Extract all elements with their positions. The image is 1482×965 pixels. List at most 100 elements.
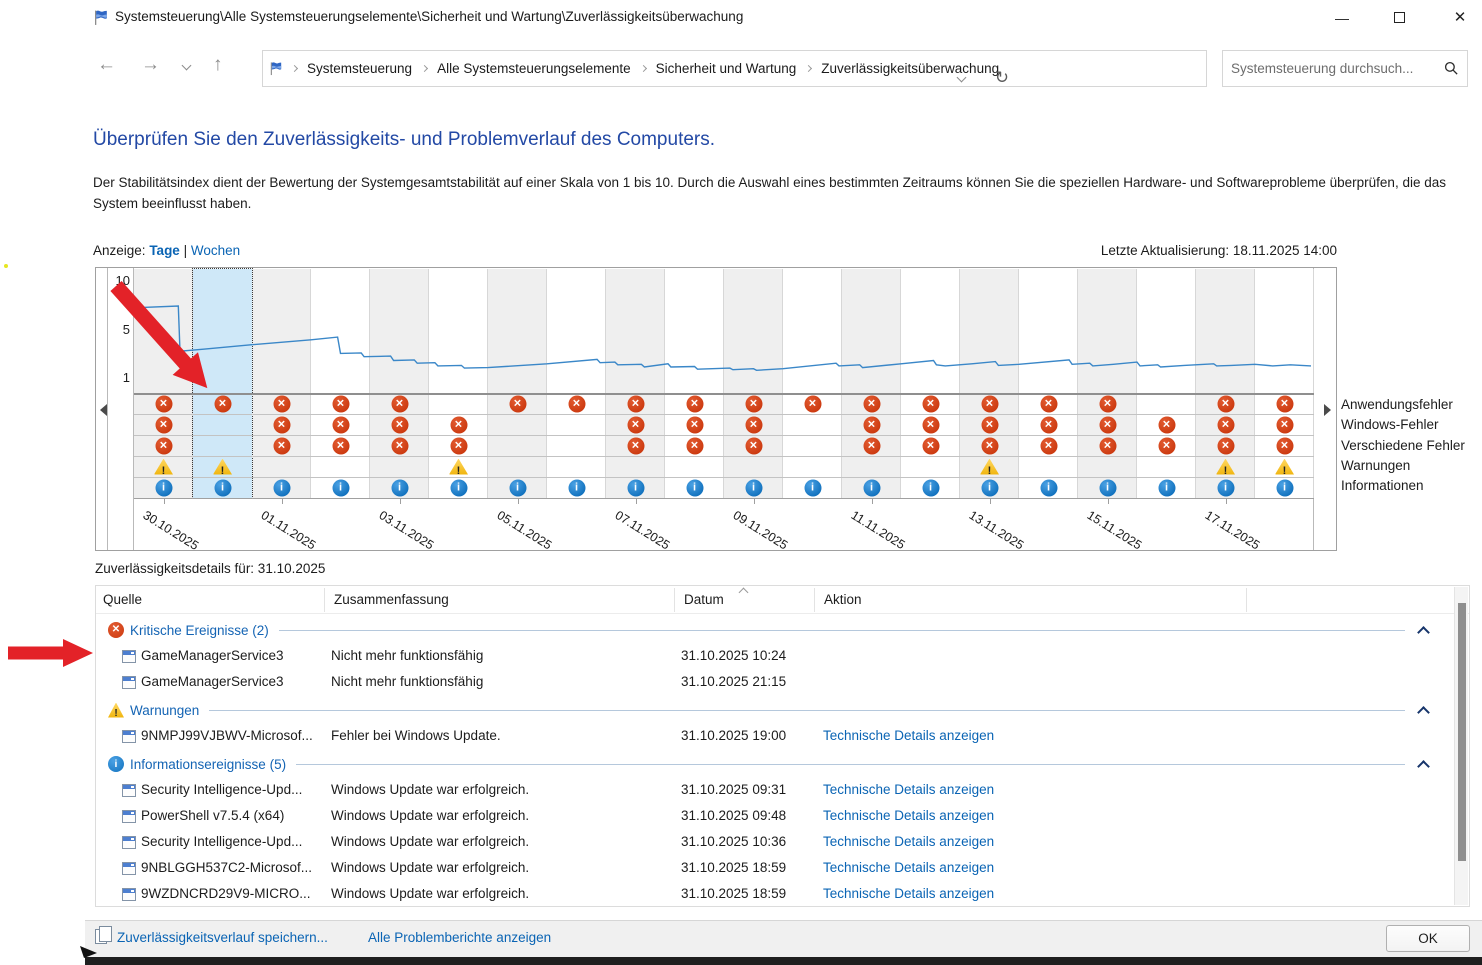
application-icon <box>122 650 136 663</box>
technical-details-link[interactable]: Technische Details anzeigen <box>823 886 995 901</box>
breadcrumb-item-2[interactable]: Alle Systemsteuerungselemente <box>437 61 631 76</box>
chart-day-column-07.11.2025[interactable] <box>606 269 665 498</box>
minimize-button[interactable]: — <box>1335 10 1349 26</box>
chart-day-column-09.11.2025[interactable] <box>724 269 783 498</box>
breadcrumb-chevron-icon[interactable] <box>421 64 429 73</box>
critical-event-icon: ✕ <box>981 437 998 454</box>
address-bar[interactable]: Systemsteuerung Alle Systemsteuerungselem… <box>262 50 1207 87</box>
forward-button[interactable]: → <box>141 54 160 75</box>
annotation-arrow-table <box>8 639 93 667</box>
technical-details-link[interactable]: Technische Details anzeigen <box>823 808 995 823</box>
chart-day-column-01.11.2025[interactable] <box>252 269 311 498</box>
refresh-icon[interactable]: ↻ <box>994 68 1009 87</box>
scrollbar-thumb[interactable] <box>1458 603 1466 861</box>
event-row[interactable]: 9NBLGGH537C2-Microsof... Windows Update w… <box>96 856 1454 882</box>
navigation-toolbar: ← → ↑ Systemsteuerung Alle Systemsteuerun… <box>85 42 1482 92</box>
information-event-icon: i <box>1276 479 1293 496</box>
details-title: Zuverlässigkeitsdetails für: 31.10.2025 <box>95 561 326 576</box>
chart-day-column-03.11.2025[interactable] <box>370 269 429 498</box>
y-tick-10: 10 <box>115 273 130 288</box>
breadcrumb-item-1[interactable]: Systemsteuerung <box>307 61 413 76</box>
column-header-aktion[interactable]: Aktion <box>824 592 862 607</box>
critical-event-icon: ✕ <box>922 437 939 454</box>
event-row[interactable]: Security Intelligence-Upd... Windows Upda… <box>96 830 1454 856</box>
chart-day-column-08.11.2025[interactable] <box>665 269 724 498</box>
column-header-zusammenfassung[interactable]: Zusammenfassung <box>334 592 449 607</box>
chart-grid-line <box>134 414 1314 415</box>
application-icon <box>122 730 136 743</box>
maximize-button[interactable] <box>1382 6 1416 30</box>
back-button[interactable]: ← <box>97 54 116 75</box>
event-source: Security Intelligence-Upd... <box>141 782 303 797</box>
up-button[interactable]: ↑ <box>213 54 223 75</box>
event-row[interactable]: 9WZDNCRD29V9-MICRO... Windows Update war … <box>96 882 1454 906</box>
information-event-icon: i <box>1158 479 1175 496</box>
event-date: 31.10.2025 18:59 <box>681 886 787 901</box>
x-axis-tick <box>517 498 519 504</box>
column-separator <box>814 588 815 612</box>
chart-day-column-04.11.2025[interactable] <box>429 269 488 498</box>
chart-day-column-15.11.2025[interactable] <box>1078 269 1137 498</box>
chart-day-column-12.11.2025[interactable] <box>901 269 960 498</box>
event-date: 31.10.2025 21:15 <box>681 674 787 689</box>
breadcrumb-item-4[interactable]: Zuverlässigkeitsüberwachung <box>821 61 1000 76</box>
critical-event-icon: ✕ <box>214 395 231 412</box>
search-icon[interactable] <box>1444 61 1459 76</box>
event-row[interactable]: PowerShell v7.5.4 (x64) Windows Update wa… <box>96 804 1454 830</box>
search-input[interactable] <box>1231 61 1444 76</box>
critical-event-icon: ✕ <box>1040 437 1057 454</box>
chart-day-column-02.11.2025[interactable] <box>311 269 370 498</box>
group-header-row[interactable]: ✕ Kritische Ereignisse (2) <box>96 616 1454 644</box>
technical-details-link[interactable]: Technische Details anzeigen <box>823 728 995 743</box>
chart-day-column-10.11.2025[interactable] <box>783 269 842 498</box>
address-dropdown-icon[interactable] <box>956 72 967 83</box>
vertical-scrollbar[interactable] <box>1454 587 1468 905</box>
chart-scroll-right-icon[interactable] <box>1324 404 1331 416</box>
chart-scroll-left-icon[interactable] <box>100 404 107 416</box>
event-summary: Nicht mehr funktionsfähig <box>331 674 484 689</box>
view-weeks-link[interactable]: Wochen <box>190 243 241 258</box>
event-row[interactable]: GameManagerService3 Nicht mehr funktionsf… <box>96 644 1454 670</box>
column-header-quelle[interactable]: Quelle <box>103 592 143 607</box>
technical-details-link[interactable]: Technische Details anzeigen <box>823 834 995 849</box>
collapse-group-icon[interactable] <box>1417 759 1430 773</box>
group-header-row[interactable]: i Informationsereignisse (5) <box>96 750 1454 778</box>
column-header-datum[interactable]: Datum <box>684 592 724 607</box>
event-row[interactable]: 9NMPJ99VJBWV-Microsof... Fehler bei Windo… <box>96 724 1454 750</box>
critical-event-icon: ✕ <box>804 395 821 412</box>
breadcrumb-item-3[interactable]: Sicherheit und Wartung <box>655 61 797 76</box>
chart-day-column-14.11.2025[interactable] <box>1019 269 1078 498</box>
information-event-icon: i <box>391 479 408 496</box>
group-header-row[interactable]: ! Warnungen <box>96 696 1454 724</box>
collapse-group-icon[interactable] <box>1417 625 1430 639</box>
technical-details-link[interactable]: Technische Details anzeigen <box>823 860 995 875</box>
save-report-icon[interactable] <box>95 926 112 944</box>
chart-day-column-11.11.2025[interactable] <box>842 269 901 498</box>
event-row[interactable]: Security Intelligence-Upd... Windows Upda… <box>96 778 1454 804</box>
critical-event-icon: ✕ <box>332 416 349 433</box>
close-button[interactable]: ✕ <box>1453 9 1467 26</box>
page-description: Der Stabilitätsindex dient der Bewertung… <box>93 175 1446 211</box>
breadcrumb-chevron-icon[interactable] <box>639 64 647 73</box>
chart-day-column-16.11.2025[interactable] <box>1137 269 1196 498</box>
chart-day-column-18.11.2025[interactable] <box>1255 269 1314 498</box>
chart-day-column-05.11.2025[interactable] <box>488 269 547 498</box>
breadcrumb-chevron-icon[interactable] <box>805 64 813 73</box>
critical-event-icon: ✕ <box>509 395 526 412</box>
x-axis-tick <box>635 498 637 504</box>
information-event-icon: i <box>627 479 644 496</box>
view-days-link[interactable]: Tage <box>149 243 180 258</box>
history-dropdown-icon[interactable] <box>181 60 192 71</box>
breadcrumb-chevron-icon[interactable] <box>290 64 299 73</box>
view-separator: | <box>183 243 188 258</box>
all-problem-reports-link[interactable]: Alle Problemberichte anzeigen <box>368 930 552 945</box>
ok-button[interactable]: OK <box>1386 925 1470 952</box>
chart-day-column-06.11.2025[interactable] <box>547 269 606 498</box>
collapse-group-icon[interactable] <box>1417 705 1430 719</box>
information-event-icon: i <box>981 479 998 496</box>
chart-grid-line <box>134 498 1314 499</box>
save-history-link[interactable]: Zuverlässigkeitsverlauf speichern... <box>117 930 328 945</box>
event-row[interactable]: GameManagerService3 Nicht mehr funktionsf… <box>96 670 1454 696</box>
critical-event-icon: ✕ <box>745 437 762 454</box>
technical-details-link[interactable]: Technische Details anzeigen <box>823 782 995 797</box>
